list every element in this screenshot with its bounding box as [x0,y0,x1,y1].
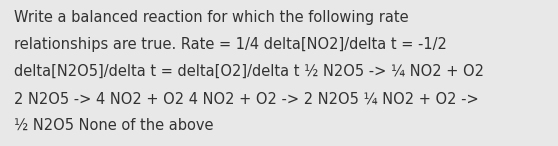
Text: 2 N2O5 -> 4 NO2 + O2 4 NO2 + O2 -> 2 N2O5 ¼ NO2 + O2 ->: 2 N2O5 -> 4 NO2 + O2 4 NO2 + O2 -> 2 N2O… [14,91,479,106]
Text: relationships are true. Rate = 1/4 delta[NO2]/delta t = -1/2: relationships are true. Rate = 1/4 delta… [14,37,447,52]
Text: Write a balanced reaction for which the following rate: Write a balanced reaction for which the … [14,10,408,25]
Text: ½ N2O5 None of the above: ½ N2O5 None of the above [14,118,214,133]
Text: delta[N2O5]/delta t = delta[O2]/delta t ½ N2O5 -> ¼ NO2 + O2: delta[N2O5]/delta t = delta[O2]/delta t … [14,64,484,79]
